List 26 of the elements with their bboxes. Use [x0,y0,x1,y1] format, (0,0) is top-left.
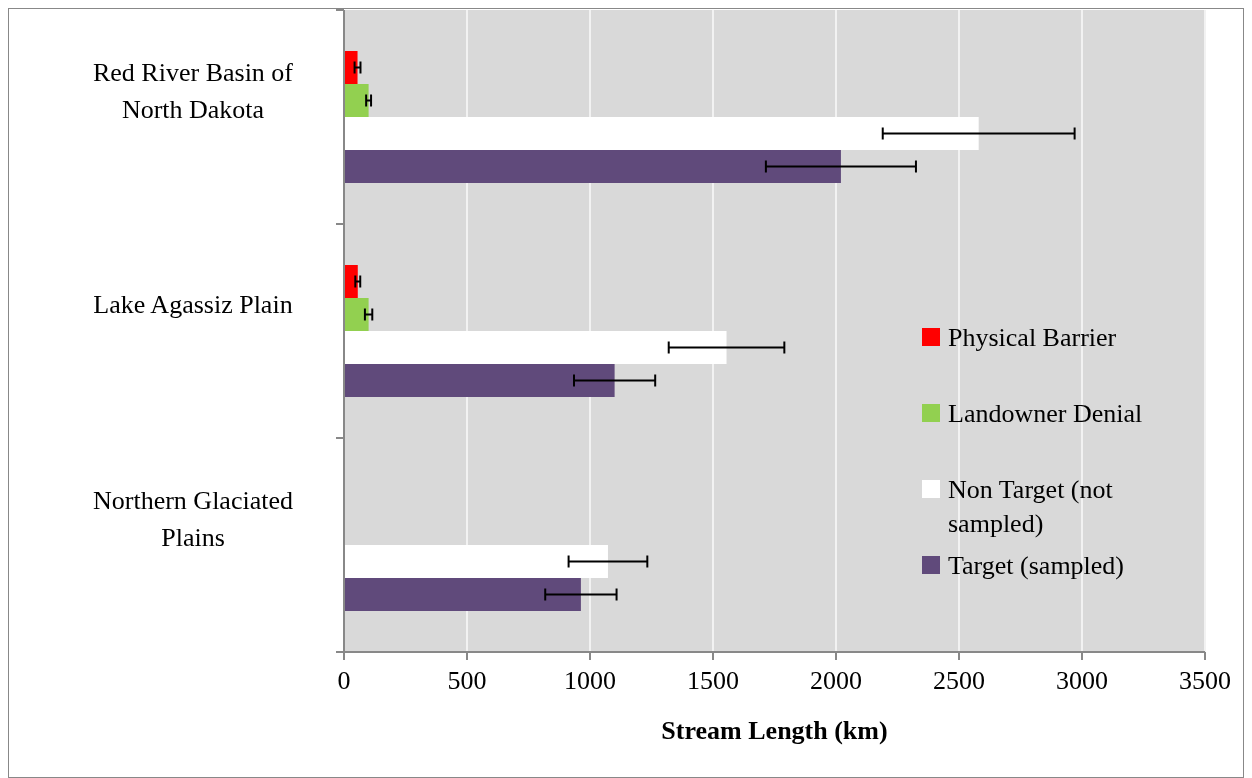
bar [344,117,979,150]
bar [344,545,608,578]
x-tick-label: 1000 [564,666,616,695]
bar [344,84,369,117]
bar [344,364,615,397]
bar [344,331,727,364]
legend-label: Target (sampled) [948,551,1125,580]
bar [344,578,581,611]
legend-label: Non Target (not sampled) [948,475,1114,538]
x-tick-label: 3500 [1179,666,1231,695]
legend-label: Landowner Denial [948,399,1143,428]
y-tick-label: Northern Glaciated Plains [93,486,293,552]
x-tick-label: 2000 [810,666,862,695]
legend-label: Physical Barrier [948,323,1117,352]
x-tick-label: 2500 [933,666,985,695]
x-tick-label: 1500 [687,666,739,695]
y-tick-label: Lake Agassiz Plain [93,290,293,319]
y-tick-label: Red River Basin of North Dakota [92,58,294,124]
x-tick-label: 0 [337,666,351,695]
x-tick-label: 500 [447,666,487,695]
x-tick-label: 3000 [1056,666,1108,695]
bar [344,265,358,298]
bar [344,150,841,183]
bar [344,51,358,84]
bar [344,298,369,331]
x-axis-title: Stream Length (km) [661,716,888,745]
